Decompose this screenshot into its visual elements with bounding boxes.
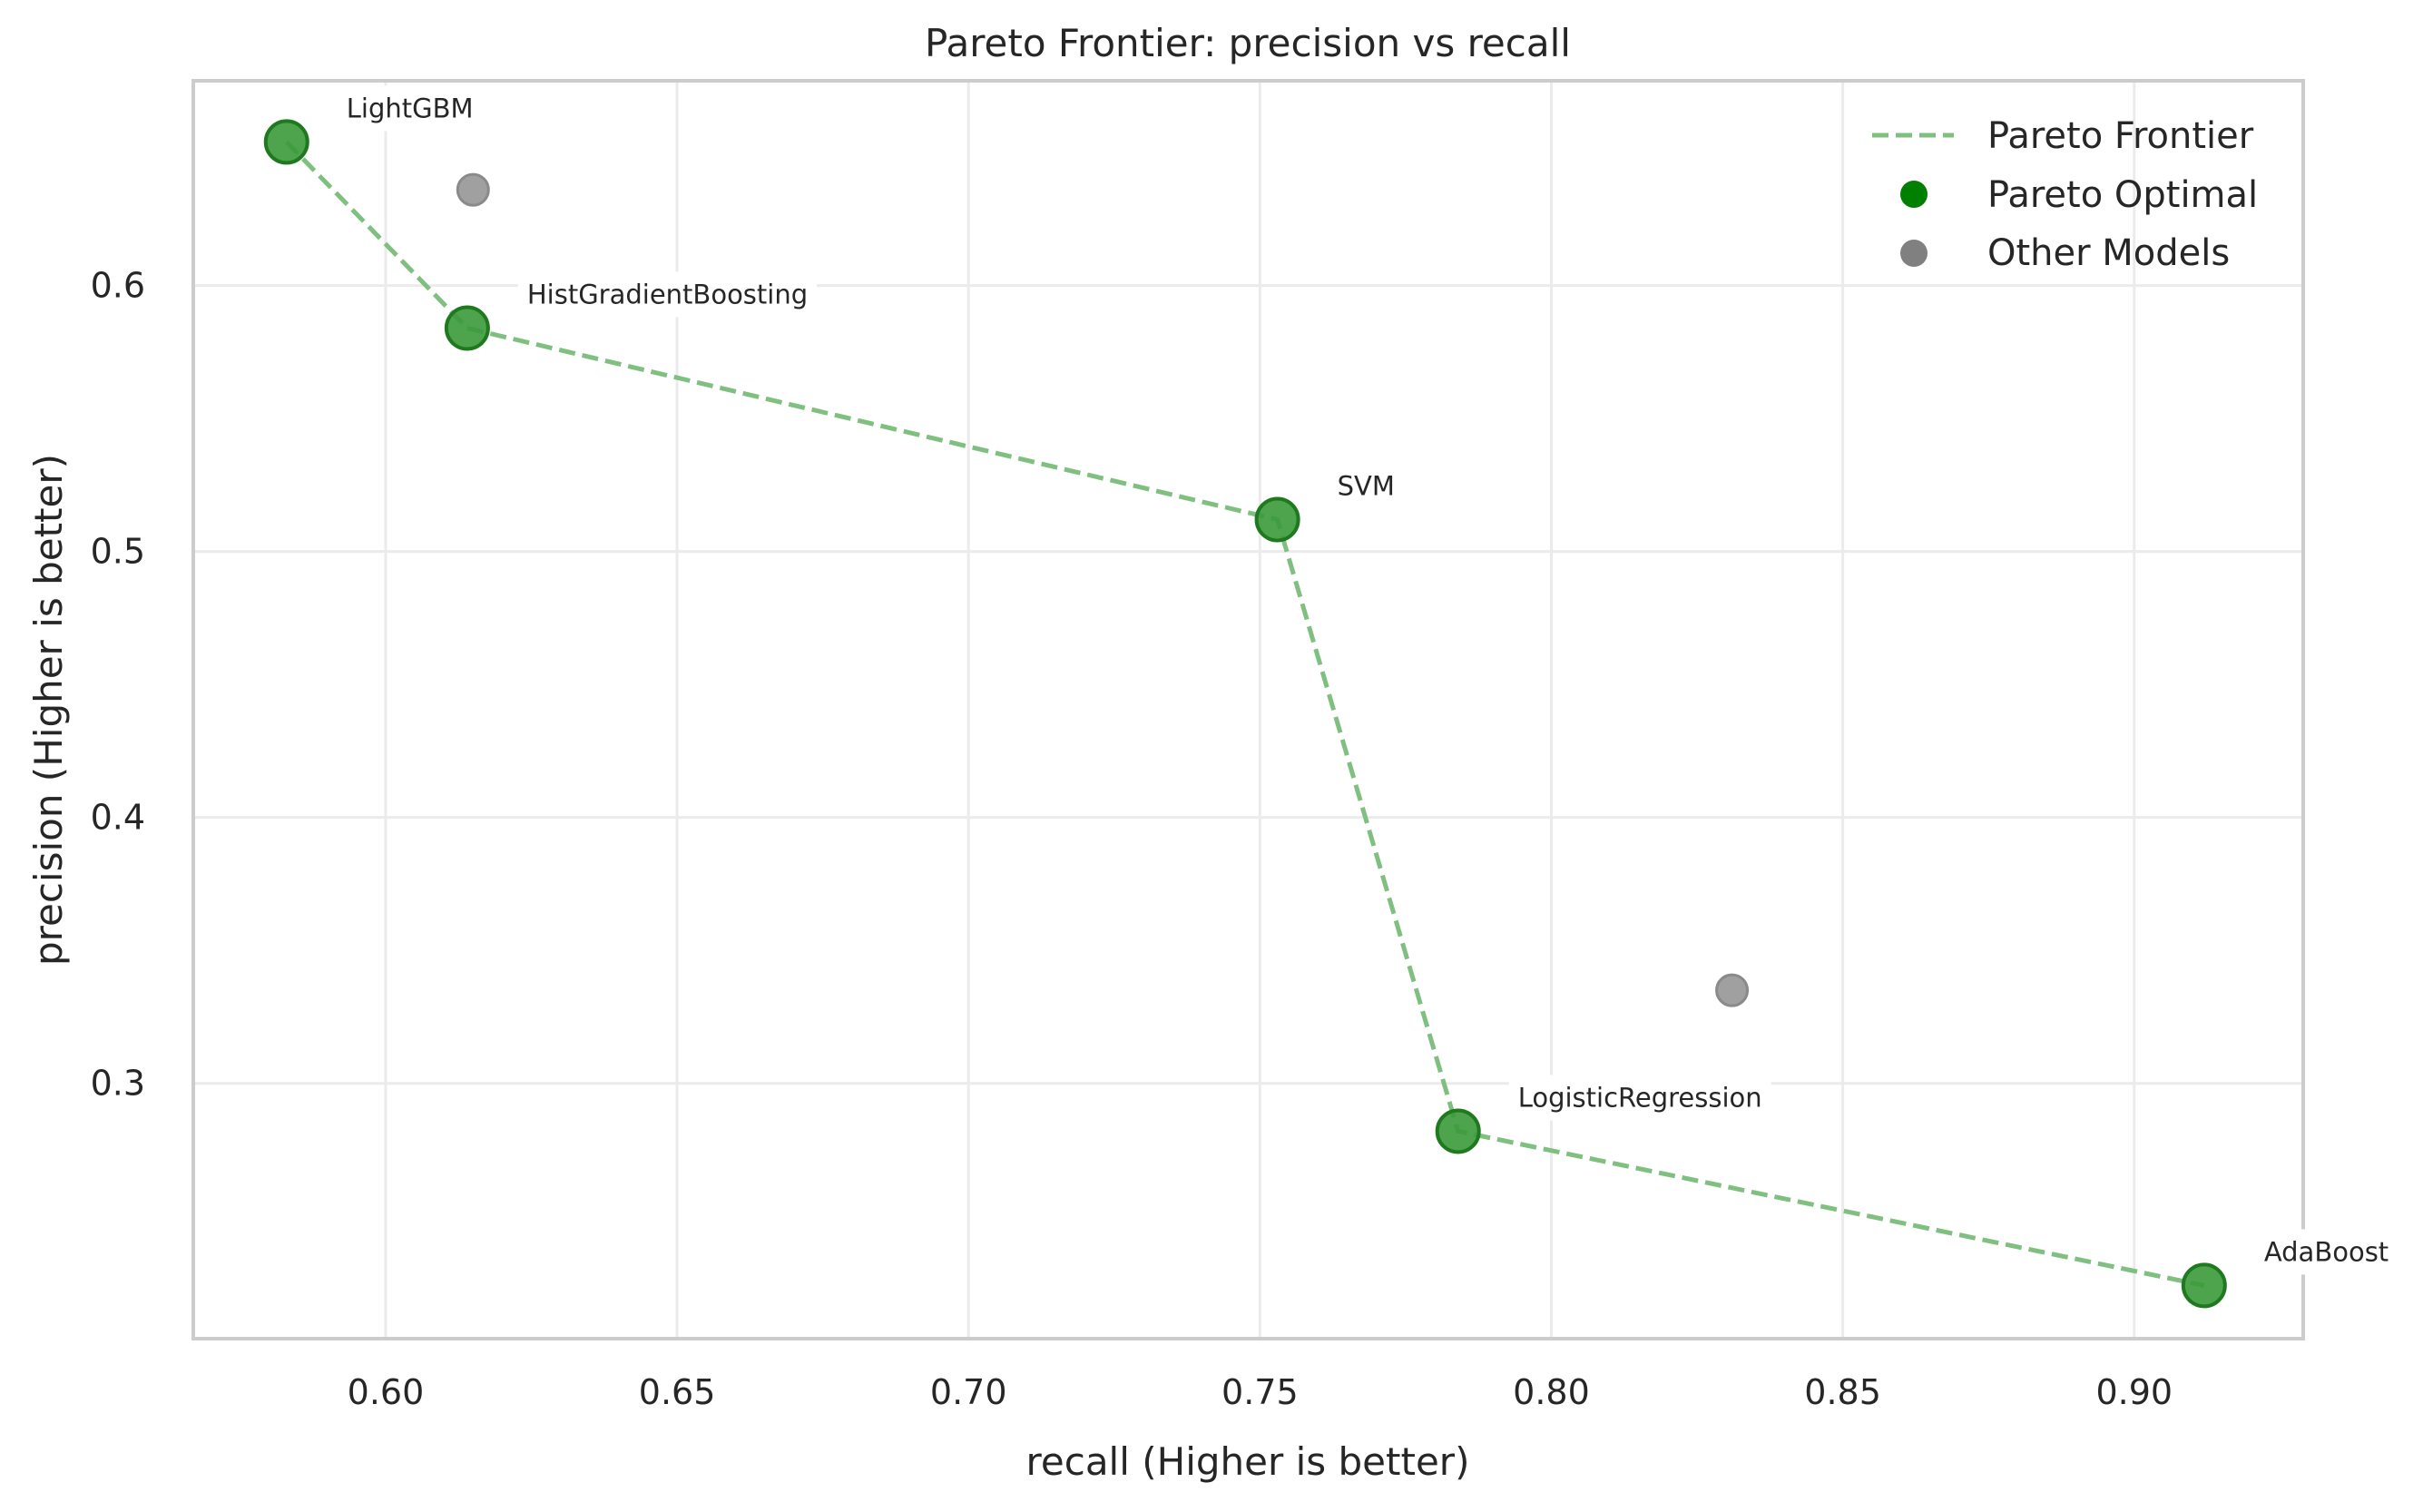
x-tick-label: 0.75	[1221, 1372, 1299, 1412]
y-axis-label: precision (Higher is better)	[26, 454, 71, 966]
plot-frame	[191, 79, 2305, 1340]
x-axis-label: recall (Higher is better)	[1026, 1439, 1470, 1484]
point-label-background	[337, 85, 483, 132]
y-tick-label: 0.6	[91, 266, 145, 306]
y-tick-labels: 0.3 0.4 0.5 0.6	[91, 266, 145, 1104]
point-label: LightGBM	[347, 93, 474, 123]
x-tick-label: 0.70	[930, 1372, 1007, 1412]
legend-gray-marker	[1900, 240, 1928, 267]
legend-green-marker	[1900, 181, 1928, 208]
legend: Pareto Frontier Pareto Optimal Other Mod…	[1872, 115, 2258, 274]
other-model-point	[1715, 973, 1750, 1007]
x-tick-labels: 0.60 0.65 0.70 0.75 0.80 0.85 0.90	[348, 1372, 2173, 1412]
y-tick-label: 0.4	[91, 798, 145, 838]
point-label: AdaBoost	[2264, 1236, 2389, 1267]
legend-item-other-models: Other Models	[1987, 232, 2230, 274]
point-label: HistGradientBoosting	[527, 280, 808, 310]
point-label-background	[517, 271, 818, 318]
y-tick-label: 0.5	[91, 532, 145, 572]
pareto-optimal-point	[2181, 1262, 2227, 1309]
legend-item-pareto-optimal: Pareto Optimal	[1987, 174, 2258, 216]
point-label-background	[1508, 1075, 1771, 1121]
other-model-point	[456, 172, 490, 207]
pareto-optimal-point	[1435, 1108, 1481, 1154]
x-tick-label: 0.85	[1804, 1372, 1881, 1412]
x-tick-label: 0.60	[348, 1372, 425, 1412]
x-tick-label: 0.65	[639, 1372, 716, 1412]
pareto-optimal-point	[444, 305, 490, 351]
point-label-background	[2254, 1229, 2398, 1275]
y-tick-label: 0.3	[91, 1064, 145, 1104]
point-label: LogisticRegression	[1518, 1082, 1762, 1113]
point-label-background	[1328, 463, 1404, 509]
pareto-optimal-point	[1254, 496, 1300, 543]
chart-title: Pareto Frontier: precision vs recall	[925, 21, 1571, 65]
x-tick-label: 0.80	[1513, 1372, 1590, 1412]
pareto-optimal-point	[263, 119, 309, 165]
point-label: SVM	[1338, 470, 1395, 501]
legend-item-pareto-frontier: Pareto Frontier	[1987, 115, 2254, 157]
point-labels: LightGBM HistGradientBoosting SVM LogisticR…	[337, 85, 2398, 1275]
x-tick-label: 0.90	[2095, 1372, 2173, 1412]
data-points	[263, 119, 2227, 1309]
